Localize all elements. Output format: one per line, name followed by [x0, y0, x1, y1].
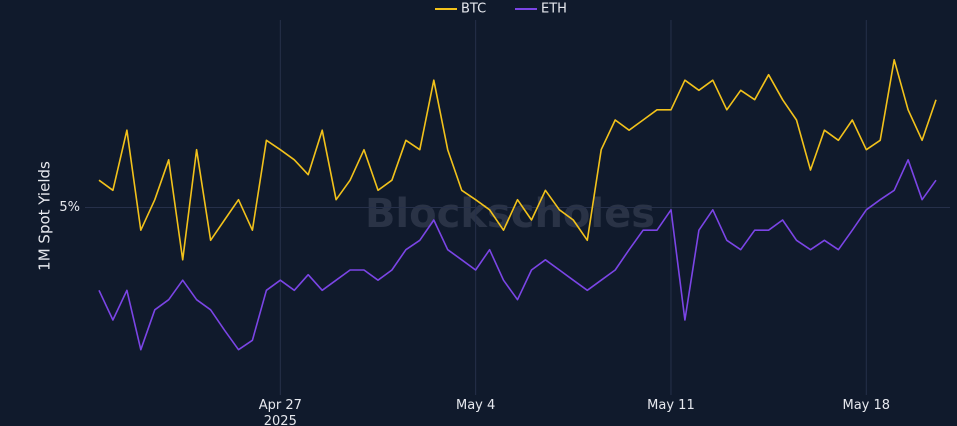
series-line	[98, 159, 937, 351]
x-tick-label: May 18	[842, 398, 891, 413]
watermark: Blockscholes	[365, 191, 655, 237]
series-line	[98, 59, 937, 261]
legend-label: BTC	[461, 2, 486, 17]
y-axis-label: 1M Spot Yields	[36, 161, 54, 271]
x-tick-label: May 11	[647, 398, 695, 413]
y-tick-label: 5%	[59, 200, 80, 215]
x-tick-label: Apr 27 2025	[258, 398, 302, 426]
legend-label: ETH	[541, 2, 567, 17]
x-tick-label: May 4	[456, 398, 496, 413]
